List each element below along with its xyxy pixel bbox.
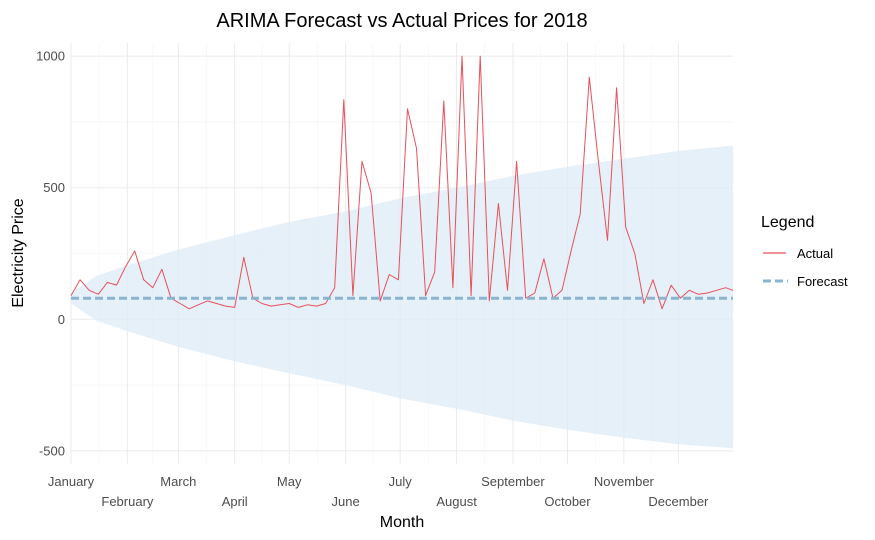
x-tick-label: November <box>594 474 655 489</box>
y-tick-label: 0 <box>58 312 65 327</box>
y-tick-label: -500 <box>39 443 65 458</box>
x-tick-label: October <box>544 494 591 509</box>
x-tick-label: February <box>101 494 154 509</box>
x-tick-label: May <box>277 474 302 489</box>
legend-title: Legend <box>761 214 814 231</box>
series-line-actual <box>70 55 734 310</box>
legend-label-actual: Actual <box>797 246 833 261</box>
chart-title: ARIMA Forecast vs Actual Prices for 2018 <box>216 10 587 32</box>
x-axis-title: Month <box>380 514 424 531</box>
x-tick-label: December <box>648 494 709 509</box>
x-tick-label: September <box>481 474 545 489</box>
y-tick-label: 500 <box>43 180 65 195</box>
x-tick-label: March <box>160 474 196 489</box>
x-tick-label: January <box>48 474 95 489</box>
legend-label-forecast: Forecast <box>797 274 848 289</box>
y-tick-label: 1000 <box>36 49 65 64</box>
x-tick-label: July <box>389 474 413 489</box>
legend: Legend Actual Forecast <box>761 214 848 289</box>
x-tick-label: April <box>222 494 248 509</box>
y-axis-title: Electricity Price <box>10 198 27 307</box>
x-tick-label: June <box>331 494 359 509</box>
y-tick-labels: -500 0 500 1000 <box>36 49 65 459</box>
series-layer <box>70 55 734 310</box>
x-tick-label: August <box>436 494 477 509</box>
x-tick-labels: January February March April May June July Augu… <box>48 474 709 509</box>
